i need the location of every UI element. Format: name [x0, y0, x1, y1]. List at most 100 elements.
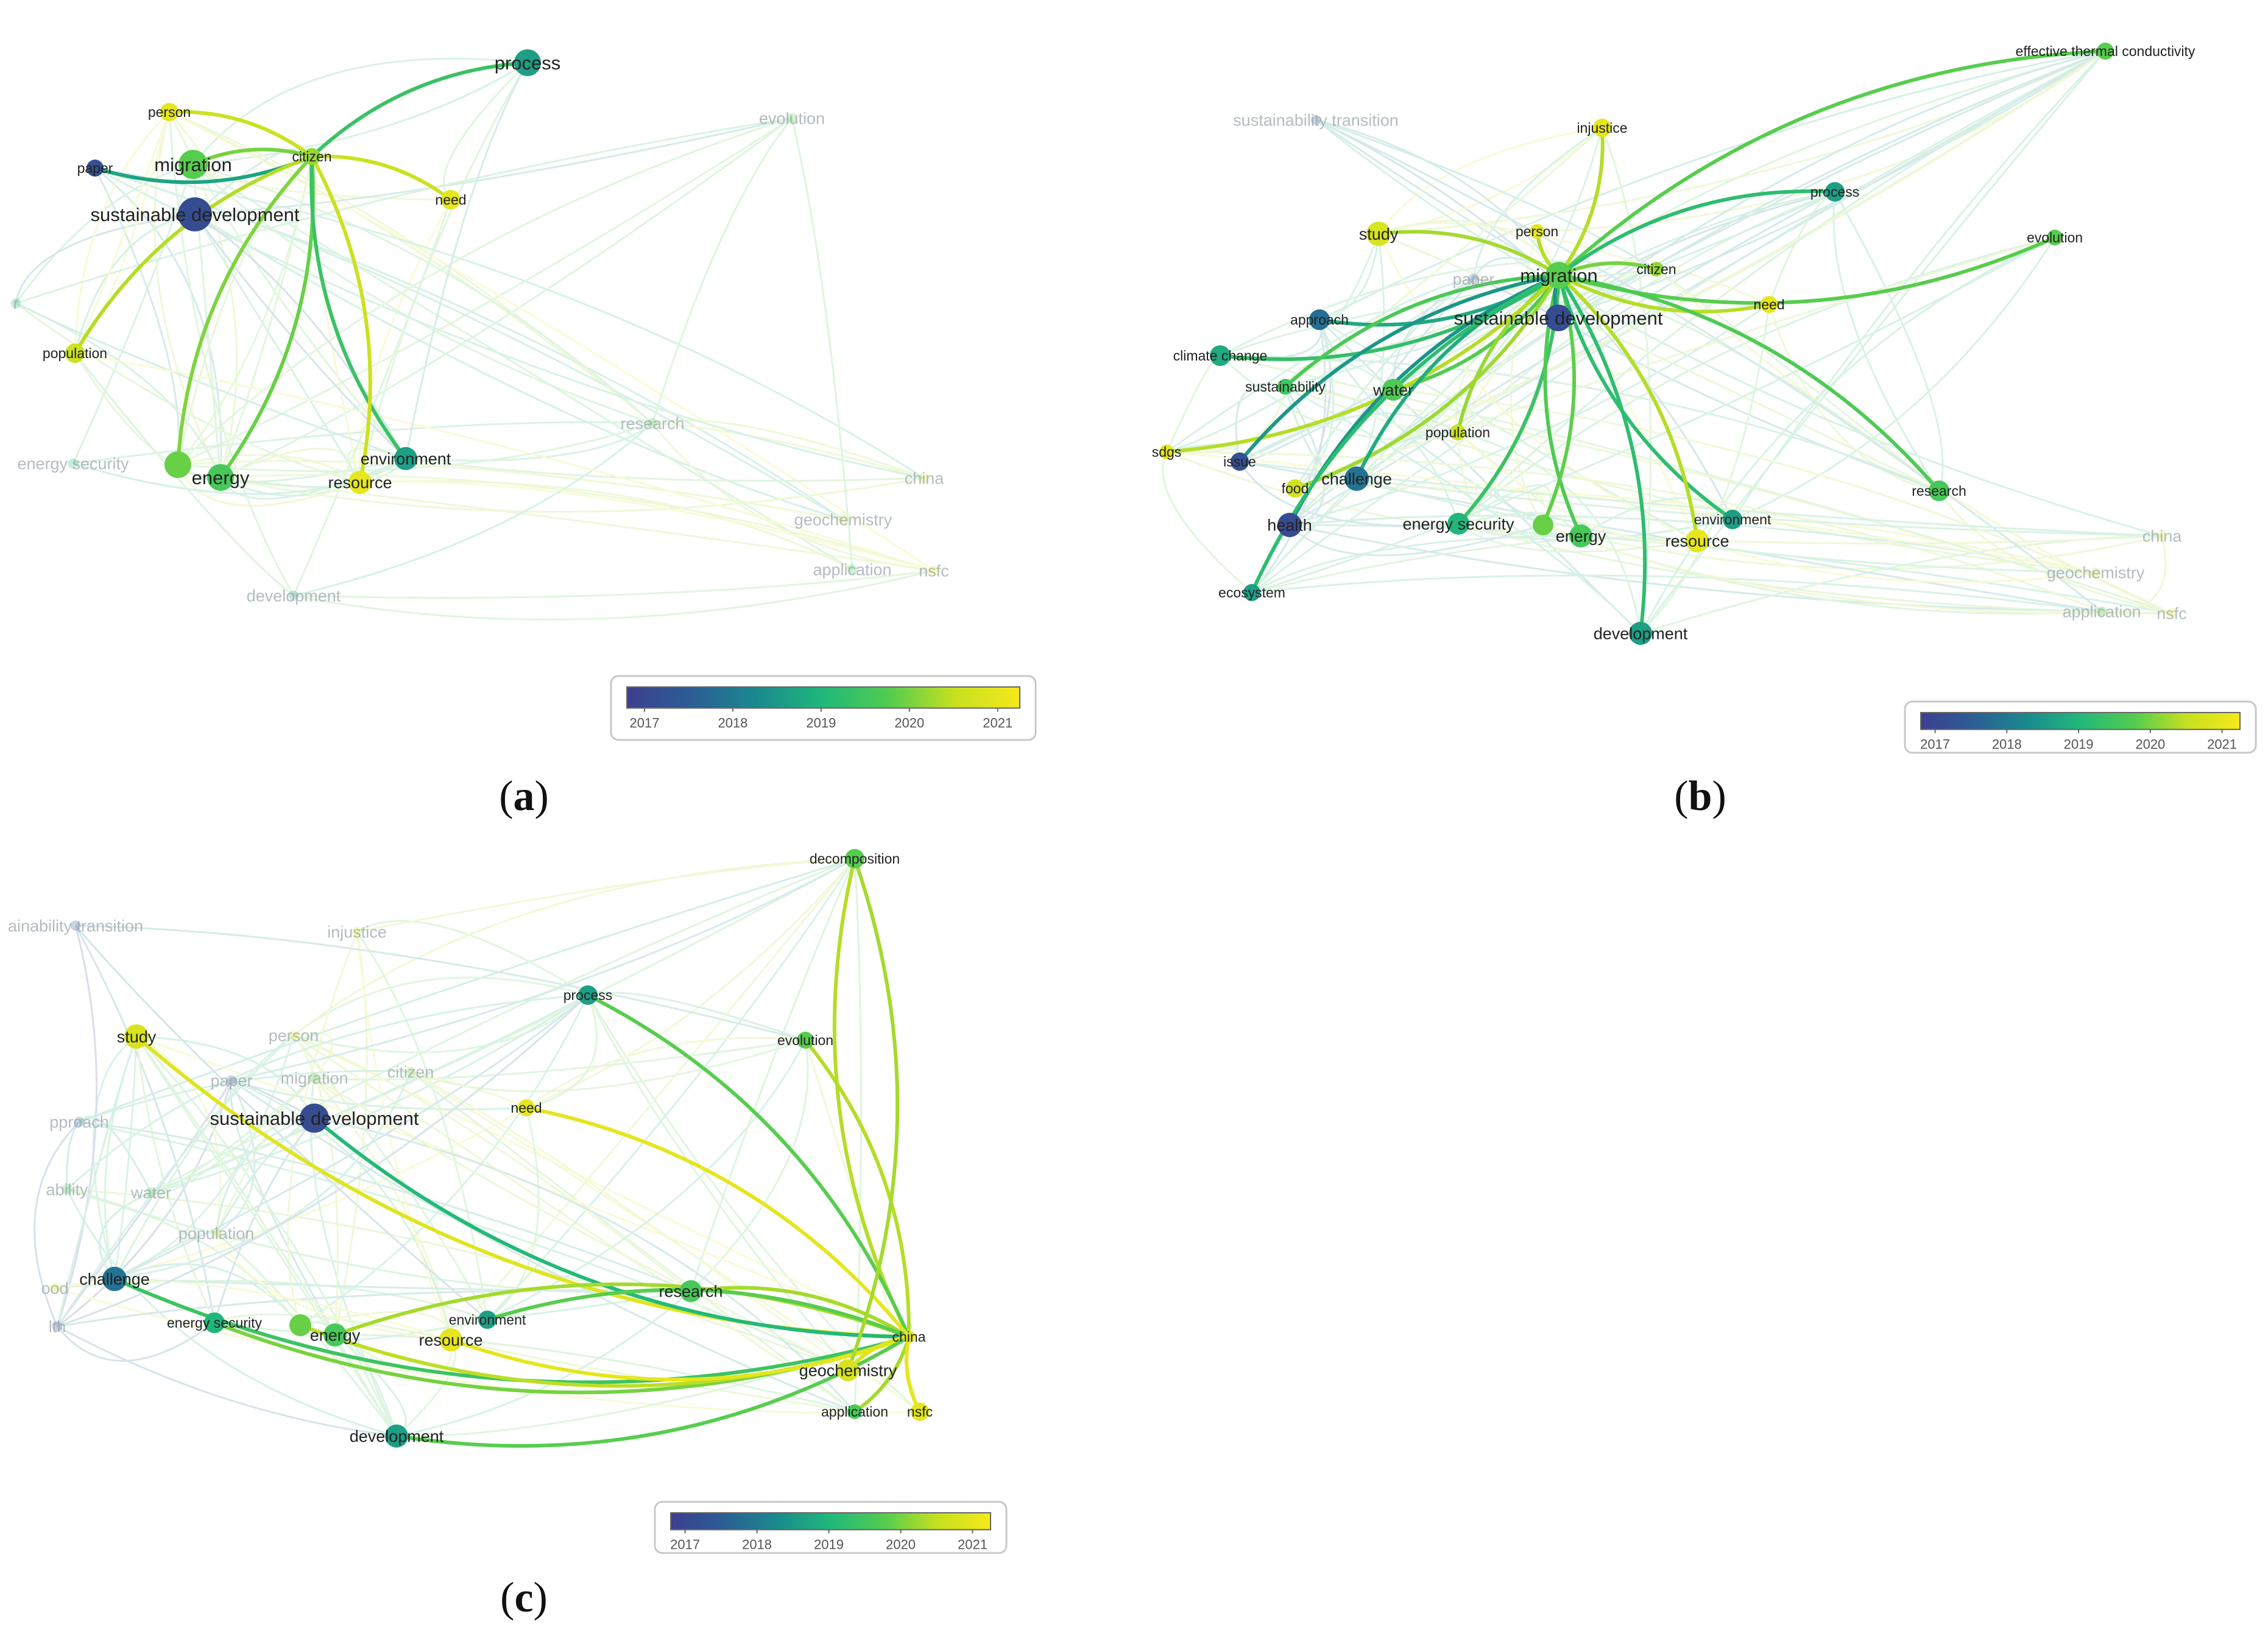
node-geochemistry[interactable]	[837, 1359, 859, 1381]
node-environment[interactable]	[1723, 510, 1742, 529]
node-research[interactable]	[1929, 481, 1949, 501]
node-paper[interactable]	[87, 160, 104, 177]
node-approach[interactable]	[74, 1116, 85, 1127]
node-china[interactable]	[903, 1331, 915, 1343]
node-development[interactable]	[385, 1424, 408, 1448]
node-process[interactable]	[1825, 182, 1845, 202]
node-energy[interactable]	[1569, 524, 1592, 548]
node-population[interactable]	[211, 1228, 222, 1239]
node-decomposition[interactable]	[845, 849, 864, 868]
node-china[interactable]	[919, 473, 930, 484]
node-process[interactable]	[514, 49, 541, 76]
node-application[interactable]	[2096, 606, 2107, 617]
node-process[interactable]	[578, 985, 598, 1005]
node-label-paper: paper	[210, 1071, 252, 1090]
node-china[interactable]	[2157, 530, 2167, 541]
node-development[interactable]	[1629, 622, 1652, 645]
node-geochemistry[interactable]	[838, 514, 849, 525]
node-migration[interactable]	[178, 150, 208, 179]
node-injustice[interactable]	[352, 926, 362, 937]
node-person[interactable]	[288, 1030, 299, 1041]
node-citizen[interactable]	[405, 1066, 416, 1077]
node-person[interactable]	[160, 103, 178, 121]
node-need[interactable]	[441, 190, 461, 210]
node-paper[interactable]	[226, 1075, 237, 1086]
node-sustainable_development[interactable]	[178, 197, 212, 231]
background-link	[231, 857, 855, 1082]
node-resource[interactable]	[439, 1328, 462, 1351]
node-person[interactable]	[1530, 224, 1544, 239]
node-issue[interactable]	[1231, 452, 1249, 471]
node-label-need: need	[1753, 297, 1784, 312]
node-migration[interactable]	[1546, 262, 1572, 289]
node-citizen[interactable]	[1649, 262, 1664, 276]
node-sustainability_transition[interactable]	[1310, 114, 1321, 125]
link-migration-development	[1557, 273, 1647, 635]
node-application[interactable]	[847, 564, 858, 575]
link-migration-issue	[1238, 273, 1561, 463]
node-development[interactable]	[288, 590, 299, 601]
node-sustainability[interactable]	[1277, 379, 1293, 395]
link-citizen-need	[310, 154, 453, 202]
node-environment[interactable]	[394, 447, 417, 470]
node-challenge[interactable]	[1344, 467, 1369, 491]
node-label-energy: energy	[1556, 527, 1606, 545]
node-research[interactable]	[647, 418, 658, 429]
link-migration-food	[1293, 273, 1561, 490]
node-water[interactable]	[1382, 379, 1404, 401]
node-population[interactable]	[1450, 424, 1466, 440]
node-migration[interactable]	[309, 1072, 320, 1083]
node-environment[interactable]	[478, 1311, 496, 1329]
node-health[interactable]	[1277, 513, 1302, 537]
node-energy_dot[interactable]	[164, 451, 191, 478]
node-evolution[interactable]	[797, 1032, 814, 1049]
node-cut_r[interactable]	[10, 298, 21, 309]
node-population[interactable]	[65, 343, 85, 363]
node-need[interactable]	[1761, 296, 1778, 313]
node-ecosystem[interactable]	[1243, 584, 1260, 601]
background-link	[114, 994, 588, 1280]
node-geochemistry[interactable]	[2090, 567, 2101, 578]
node-sustainable_development[interactable]	[300, 1104, 329, 1133]
node-energy[interactable]	[207, 464, 234, 491]
node-food[interactable]	[49, 1283, 60, 1294]
background-link	[154, 111, 222, 478]
node-evolution[interactable]	[2047, 230, 2063, 245]
node-energy_dot[interactable]	[289, 1314, 311, 1336]
node-energy[interactable]	[323, 1323, 347, 1347]
node-health[interactable]	[52, 1321, 63, 1332]
node-energy_dot[interactable]	[1533, 515, 1553, 535]
node-paper[interactable]	[1468, 273, 1479, 284]
background-link	[1558, 50, 2106, 319]
node-nsfc[interactable]	[928, 565, 939, 576]
node-water[interactable]	[146, 1187, 157, 1198]
node-nsfc[interactable]	[2166, 608, 2177, 619]
node-evolution[interactable]	[786, 113, 797, 124]
node-food[interactable]	[1286, 479, 1304, 498]
node-challenge[interactable]	[102, 1267, 127, 1291]
node-study[interactable]	[124, 1024, 149, 1049]
node-climate_change[interactable]	[1210, 345, 1231, 366]
node-resource[interactable]	[348, 471, 372, 494]
node-sustainability_transition[interactable]	[70, 920, 81, 931]
node-energy_security[interactable]	[68, 458, 79, 469]
node-resource[interactable]	[1686, 529, 1709, 552]
node-study[interactable]	[1366, 222, 1391, 246]
node-injustice[interactable]	[1593, 119, 1611, 137]
node-label-nsfc: nsfc	[2157, 604, 2187, 622]
node-nsfc[interactable]	[911, 1403, 929, 1421]
node-energy_security[interactable]	[1447, 513, 1469, 535]
background-link	[54, 1287, 920, 1414]
node-sustainability[interactable]	[62, 1184, 72, 1195]
node-energy_security[interactable]	[204, 1312, 225, 1333]
node-approach[interactable]	[1309, 309, 1330, 330]
node-effective_thermal_conductivity[interactable]	[2097, 43, 2114, 60]
node-application[interactable]	[847, 1404, 862, 1419]
legend-tick-label: 2020	[886, 1537, 916, 1552]
node-need[interactable]	[518, 1099, 535, 1116]
node-sdgs[interactable]	[1159, 445, 1174, 459]
node-research[interactable]	[680, 1280, 702, 1302]
node-sustainable_development[interactable]	[1545, 305, 1572, 331]
node-citizen[interactable]	[303, 148, 320, 165]
background-link	[74, 353, 221, 479]
